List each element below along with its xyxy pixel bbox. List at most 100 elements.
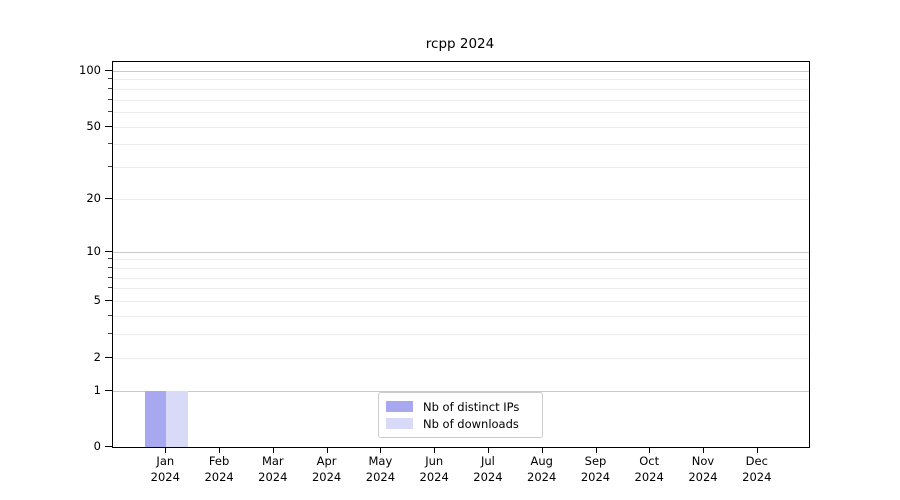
x-tick-label-jul: Jul 2024 [456, 453, 520, 485]
bar-nb-of-distinct-ips-jan [144, 390, 167, 447]
year-label: 2024 [311, 470, 342, 484]
x-tick [541, 447, 543, 453]
x-tick [272, 447, 274, 453]
y-tick-label: 2 [93, 349, 101, 364]
legend-entry: Nb of distinct IPs [386, 398, 534, 415]
y-gridline-minor [113, 357, 809, 359]
y-tick [105, 446, 112, 447]
month-label: Jul [480, 454, 495, 468]
y-tick [105, 197, 112, 199]
month-label: May [368, 454, 393, 468]
x-tick-label-apr: Apr 2024 [295, 453, 359, 485]
month-label: Dec [745, 454, 768, 468]
month-label: Apr [316, 454, 337, 468]
year-label: 2024 [150, 470, 180, 484]
y-gridline-minor [113, 88, 809, 90]
month-label: Jan [156, 454, 175, 468]
y-minor-tick [108, 276, 112, 278]
y-gridline-minor [113, 277, 809, 279]
x-tick [219, 447, 221, 453]
y-tick [105, 356, 112, 358]
year-label: 2024 [258, 470, 288, 484]
x-tick [326, 447, 328, 453]
y-gridline-major [113, 390, 809, 392]
y-tick-label: 5 [93, 293, 101, 307]
y-gridline-minor [113, 315, 809, 317]
x-tick-label-jan: Jan 2024 [133, 453, 197, 485]
y-minor-tick [108, 143, 112, 145]
x-tick [434, 447, 436, 453]
legend-swatch-distinct-ips [386, 401, 413, 412]
y-gridline-minor [113, 144, 809, 146]
x-tick-label-may: May 2024 [348, 453, 412, 485]
year-label: 2024 [204, 470, 234, 484]
year-label: 2024 [742, 470, 772, 484]
legend-entry: Nb of downloads [386, 415, 534, 432]
y-minor-tick [108, 111, 112, 112]
year-label: 2024 [634, 470, 664, 484]
month-label: Sep [584, 454, 607, 468]
y-gridline-minor [113, 259, 809, 261]
y-minor-tick [108, 166, 112, 168]
y-tick-label: 10 [86, 243, 101, 258]
legend: Nb of distinct IPs Nb of downloads [378, 392, 543, 438]
legend-swatch-downloads [386, 418, 413, 429]
x-tick-label-jun: Jun 2024 [402, 453, 466, 485]
month-label: Jun [425, 454, 444, 468]
y-gridline-minor [113, 79, 809, 81]
y-tick [105, 69, 112, 71]
year-label: 2024 [527, 470, 557, 484]
y-minor-tick [108, 287, 112, 289]
x-tick-label-nov: Nov 2024 [671, 453, 735, 485]
x-tick [595, 447, 597, 453]
y-tick [105, 125, 112, 127]
y-gridline-minor [113, 167, 809, 169]
y-minor-tick [108, 258, 112, 260]
y-tick-label: 50 [86, 118, 101, 133]
x-tick-label-oct: Oct 2024 [617, 453, 681, 485]
y-gridline-minor [113, 301, 809, 302]
x-tick-label-feb: Feb 2024 [187, 453, 251, 485]
y-gridline-minor [113, 99, 809, 101]
x-tick [703, 447, 704, 453]
x-tick [380, 447, 382, 453]
month-label: Oct [639, 454, 660, 468]
x-tick [649, 447, 651, 453]
year-label: 2024 [419, 470, 449, 484]
y-gridline-major [113, 251, 809, 253]
y-gridline-minor [113, 198, 809, 200]
x-tick [165, 447, 167, 453]
year-label: 2024 [688, 470, 718, 484]
y-gridline-minor [113, 288, 809, 290]
y-gridline-minor [113, 267, 809, 269]
y-minor-tick [108, 78, 112, 80]
y-minor-tick [108, 314, 112, 316]
y-gridline-major [113, 70, 809, 72]
x-tick-label-mar: Mar 2024 [241, 453, 305, 485]
x-tick [487, 447, 489, 453]
y-minor-tick [108, 98, 112, 100]
y-tick [105, 300, 112, 301]
month-label: Mar [261, 454, 284, 468]
y-tick-label: 1 [93, 382, 101, 397]
month-label: Nov [691, 454, 715, 468]
y-gridline-minor [113, 334, 809, 335]
year-label: 2024 [365, 470, 396, 484]
x-tick-label-aug: Aug 2024 [510, 453, 574, 485]
legend-label: Nb of downloads [423, 416, 519, 431]
month-label: Aug [530, 454, 553, 468]
y-minor-tick [108, 266, 112, 268]
x-tick-label-sep: Sep 2024 [564, 453, 628, 485]
y-tick-label: 20 [86, 190, 101, 205]
y-tick [105, 389, 112, 391]
y-minor-tick [108, 87, 112, 89]
y-gridline-minor [113, 126, 809, 128]
x-tick [756, 447, 758, 453]
x-tick-label-dec: Dec 2024 [725, 453, 789, 485]
y-tick [105, 250, 112, 252]
plot-area [112, 61, 810, 448]
year-label: 2024 [473, 470, 503, 484]
legend-label: Nb of distinct IPs [423, 399, 520, 414]
y-gridline-minor [113, 112, 809, 113]
